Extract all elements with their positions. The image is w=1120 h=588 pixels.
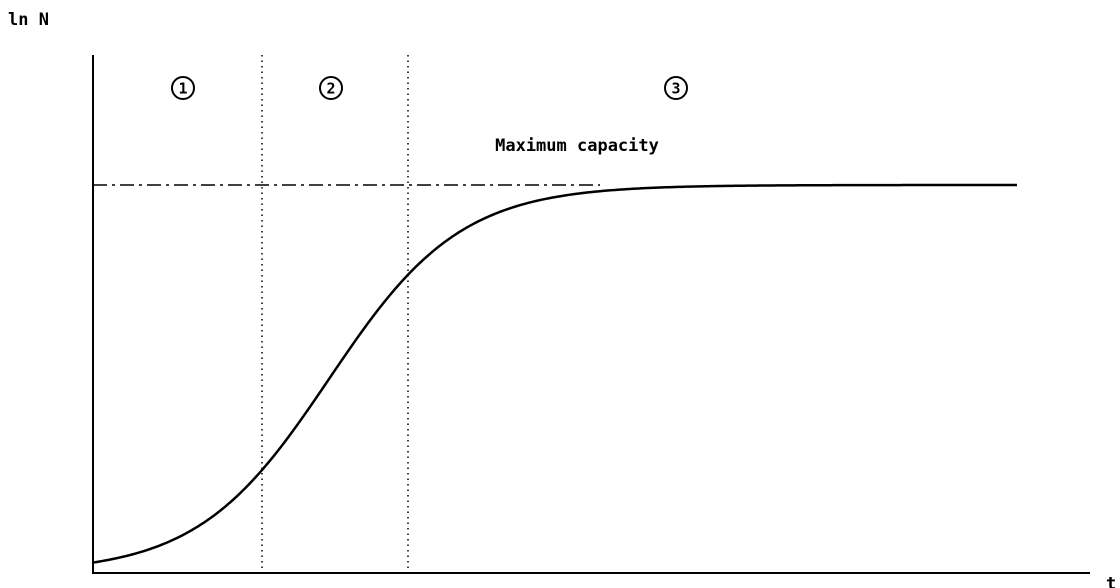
phase-label: 1 <box>178 80 187 98</box>
y-axis-label: ln N <box>8 10 49 30</box>
growth-curve <box>92 183 1017 564</box>
phase-label: 3 <box>671 80 680 98</box>
annotation: Maximum capacity <box>495 136 659 156</box>
phase-circle <box>319 76 343 100</box>
phase-marker: 2 <box>319 76 343 100</box>
phase-marker: 1 <box>171 76 195 100</box>
phase-label: 2 <box>326 80 335 98</box>
phase-circle <box>171 76 195 100</box>
phase-marker: 3 <box>664 76 688 100</box>
phase-circle <box>664 76 688 100</box>
x-axis-label: t <box>1106 574 1116 588</box>
